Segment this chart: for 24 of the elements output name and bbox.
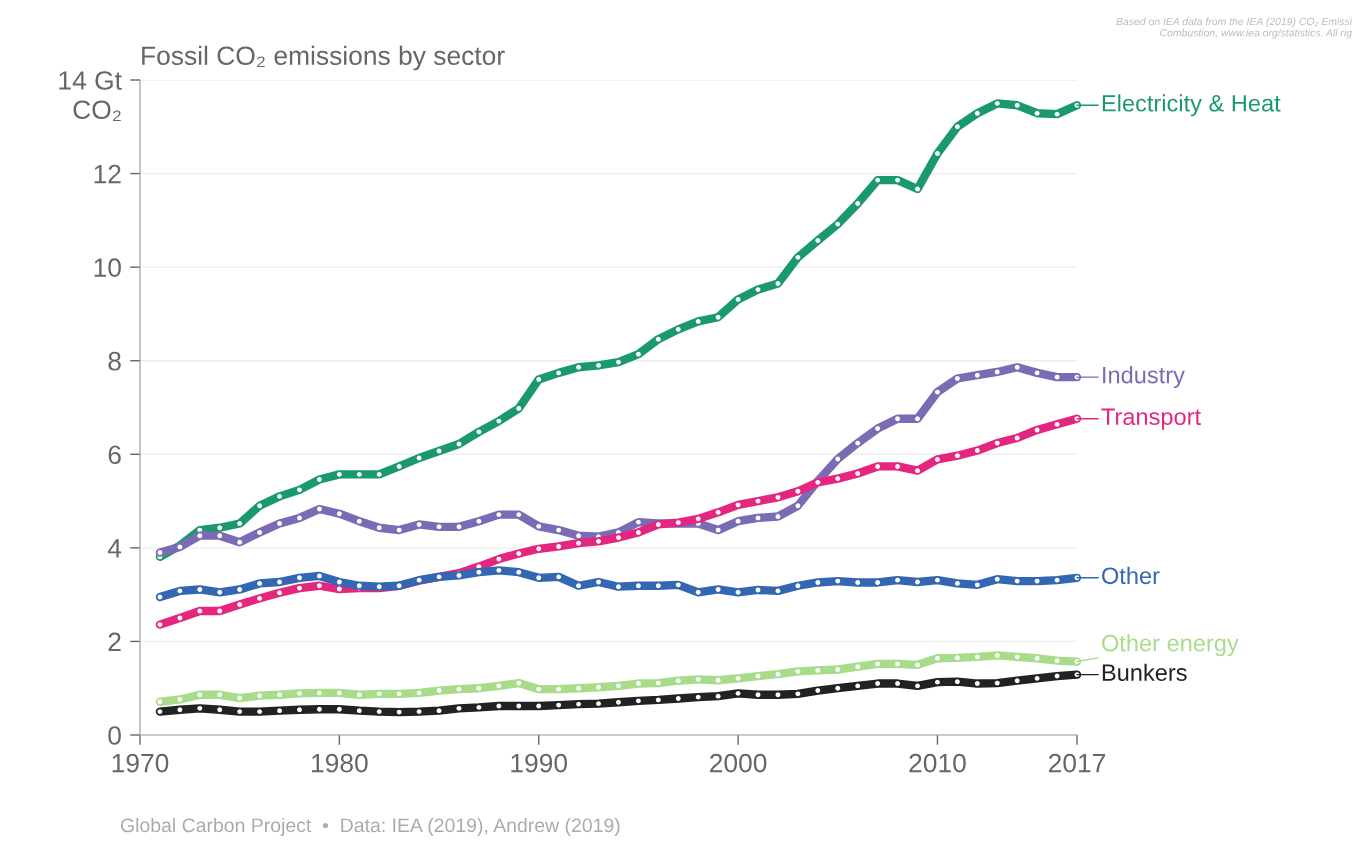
legend-label: Electricity & Heat: [1102, 94, 1281, 117]
y-tick-label: 8: [108, 351, 121, 371]
x-tick-label: 1980: [312, 753, 368, 773]
y-tick-label: 6: [108, 445, 121, 465]
text: Global Carbon Project • Data: IEA (2019), Andrew (2019): [120, 817, 620, 837]
y-tick-label: 14 Gt: [59, 71, 122, 90]
legend-label: Industry: [1103, 366, 1185, 389]
chart-title: Fossil CO₂ emissions by sector: [142, 45, 505, 71]
y-tick-label: 4: [107, 539, 122, 558]
x-tick-label: 2000: [710, 753, 767, 773]
y-axis-title: CO₂: [73, 100, 121, 122]
legend-label: Other: [1102, 566, 1160, 585]
x-tick-label: 2010: [909, 753, 966, 773]
legend-label: Other energy: [1102, 634, 1239, 657]
x-tick-label: 1970: [112, 753, 169, 773]
y-tick-label: 2: [108, 632, 121, 651]
legend-label: Transport: [1101, 408, 1201, 430]
text: Based on IEA data from the IEA (2019) CO₂ Emissi Combustion, www.iea.org/statistics. All rig: [1116, 17, 1352, 39]
legend-label: Bunkers: [1102, 663, 1187, 681]
y-tick-label: 12: [94, 164, 121, 184]
x-tick-label: 1990: [511, 753, 568, 773]
y-tick-label: 0: [108, 726, 121, 745]
y-tick-label: 10: [94, 258, 121, 277]
x-tick-label: 2017: [1048, 753, 1106, 773]
